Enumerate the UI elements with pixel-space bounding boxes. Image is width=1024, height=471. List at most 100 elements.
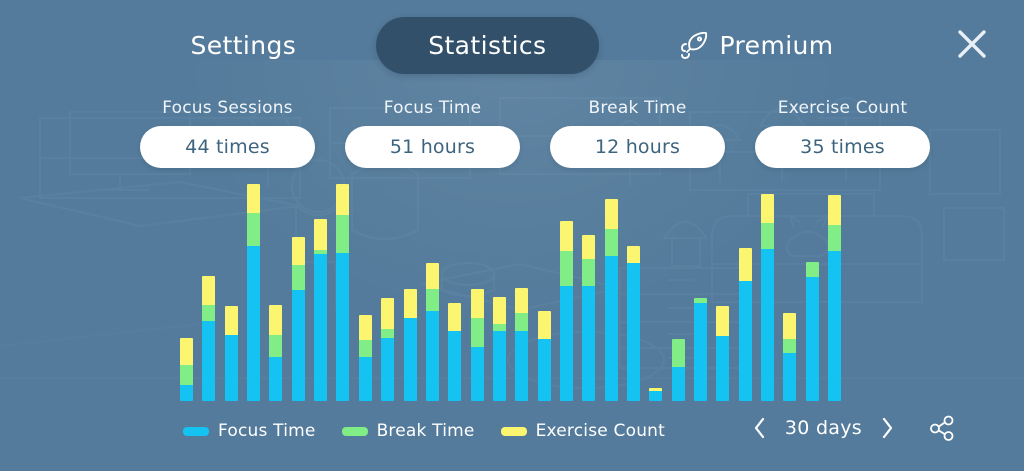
chart-bar[interactable] [582,235,596,401]
chart-bar-segment-focus-time [559,286,573,401]
chart-bar[interactable] [783,313,797,401]
chart-bar-segment-exercise-count [403,289,417,318]
legend-label: Break Time [376,421,475,441]
chart-bar[interactable] [269,305,283,401]
chart-bar[interactable] [202,276,216,401]
chart-bar[interactable] [381,298,395,401]
chart-bar-segment-focus-time [738,281,752,401]
chart-bar-segment-exercise-count [470,289,484,318]
chart-bar-segment-break-time [336,215,350,253]
summary-card-exercise-count: Exercise Count 35 times [755,98,930,180]
summary-card-value[interactable]: 12 hours [550,126,725,168]
chart-bar[interactable] [358,315,372,401]
chart-bar-segment-focus-time [649,391,663,401]
chart-bar-segment-focus-time [291,290,305,401]
chart-bar-segment-exercise-count [291,237,305,265]
summary-card-label: Focus Time [383,98,482,118]
chart-bar[interactable] [180,338,193,401]
chart-bar-segment-break-time [492,324,506,331]
tab-statistics-label: Statistics [428,30,547,60]
summary-card-value[interactable]: 51 hours [345,126,520,168]
tab-statistics[interactable]: Statistics [376,16,599,74]
summary-card-value[interactable]: 35 times [755,126,930,168]
range-navigation: 30 days [745,411,902,445]
chart-bar[interactable] [314,219,328,401]
chart-bar[interactable] [224,306,238,401]
chart-bar[interactable] [448,303,462,401]
chart-bar-segment-focus-time [470,347,484,401]
chart-bar[interactable] [403,289,417,401]
chart-bar-segment-exercise-count [425,263,439,289]
next-range-button[interactable] [872,411,902,445]
chart-bar-segment-break-time [828,225,842,251]
chart-bar-segment-exercise-count [559,221,573,251]
chart-bar-segment-exercise-count [180,338,193,365]
chart-bar-segment-exercise-count [336,184,350,215]
chart-bar-segment-break-time [559,251,573,286]
summary-card-break-time: Break Time 12 hours [550,98,725,180]
chart-bar-segment-exercise-count [381,298,395,329]
chevron-left-icon [755,417,765,439]
stacked-bar-chart [180,184,860,401]
chart-bar-segment-focus-time [202,321,216,401]
chart-bar-segment-exercise-count [716,306,730,336]
chart-bar[interactable] [604,199,618,401]
legend-item-break-time[interactable]: Break Time [341,421,475,441]
summary-card-value[interactable]: 44 times [140,126,315,168]
chart-bar[interactable] [694,298,708,401]
chart-bar[interactable] [425,263,439,401]
chart-bar-segment-focus-time [627,263,640,401]
chart-bar[interactable] [761,194,775,401]
chart-bar-segment-exercise-count [358,315,372,340]
chart-bar[interactable] [470,289,484,401]
legend-item-focus-time[interactable]: Focus Time [183,421,316,441]
chart-bar-segment-exercise-count [448,303,462,331]
chart-bar-segment-break-time [180,365,193,385]
chart-bar-segment-exercise-count [604,199,618,229]
chart-bar[interactable] [805,262,819,401]
chart-bar-segment-focus-time [671,367,685,401]
chart-bar-segment-exercise-count [738,248,752,281]
share-button[interactable] [922,408,962,448]
chart-bar[interactable] [649,388,663,401]
legend-swatch-focus-time [183,426,209,436]
chart-bar[interactable] [336,184,350,401]
chart-bar-segment-break-time [671,339,685,367]
chart-bar[interactable] [627,246,640,401]
legend-item-exercise-count[interactable]: Exercise Count [500,421,665,441]
tab-bar: Settings Statistics Premium [0,0,1024,90]
chart-bar[interactable] [738,248,752,401]
chart-bar[interactable] [537,311,551,401]
chart-bar-segment-focus-time [537,339,551,401]
chart-bar[interactable] [559,221,573,401]
tab-premium[interactable]: Premium [645,17,868,74]
close-button[interactable] [944,16,1000,72]
chart-bar[interactable] [515,288,529,401]
chart-bar[interactable] [671,339,685,401]
chart-bar-segment-focus-time [381,338,395,401]
tab-settings-label: Settings [190,30,297,60]
chart-bar[interactable] [247,184,261,401]
chart-bar-segment-break-time [291,265,305,290]
chart-bar-segment-break-time [247,213,261,246]
chart-bar-segment-focus-time [716,336,730,401]
rocket-icon [680,31,707,59]
chart-bar-segment-break-time [269,335,283,357]
chart-bar-segment-exercise-count [269,305,283,335]
previous-range-button[interactable] [745,411,775,445]
chart-bar-segment-exercise-count [492,297,506,324]
chart-bar[interactable] [492,297,506,401]
chart-bar-segment-focus-time [180,385,193,401]
chart-bar-segment-break-time [425,289,439,311]
chart-bar-segment-focus-time [336,253,350,401]
chart-bar-segment-break-time [805,262,819,277]
chart-bar-segment-break-time [604,229,618,256]
chart-bar[interactable] [716,306,730,401]
chart-bar-segment-break-time [381,329,395,338]
chart-bar[interactable] [291,237,305,401]
chart-bar[interactable] [828,195,842,401]
tab-settings[interactable]: Settings [156,17,330,74]
chevron-right-icon [882,417,892,439]
chart-bar-segment-exercise-count [247,184,261,213]
chart-bar-segment-focus-time [694,303,708,401]
